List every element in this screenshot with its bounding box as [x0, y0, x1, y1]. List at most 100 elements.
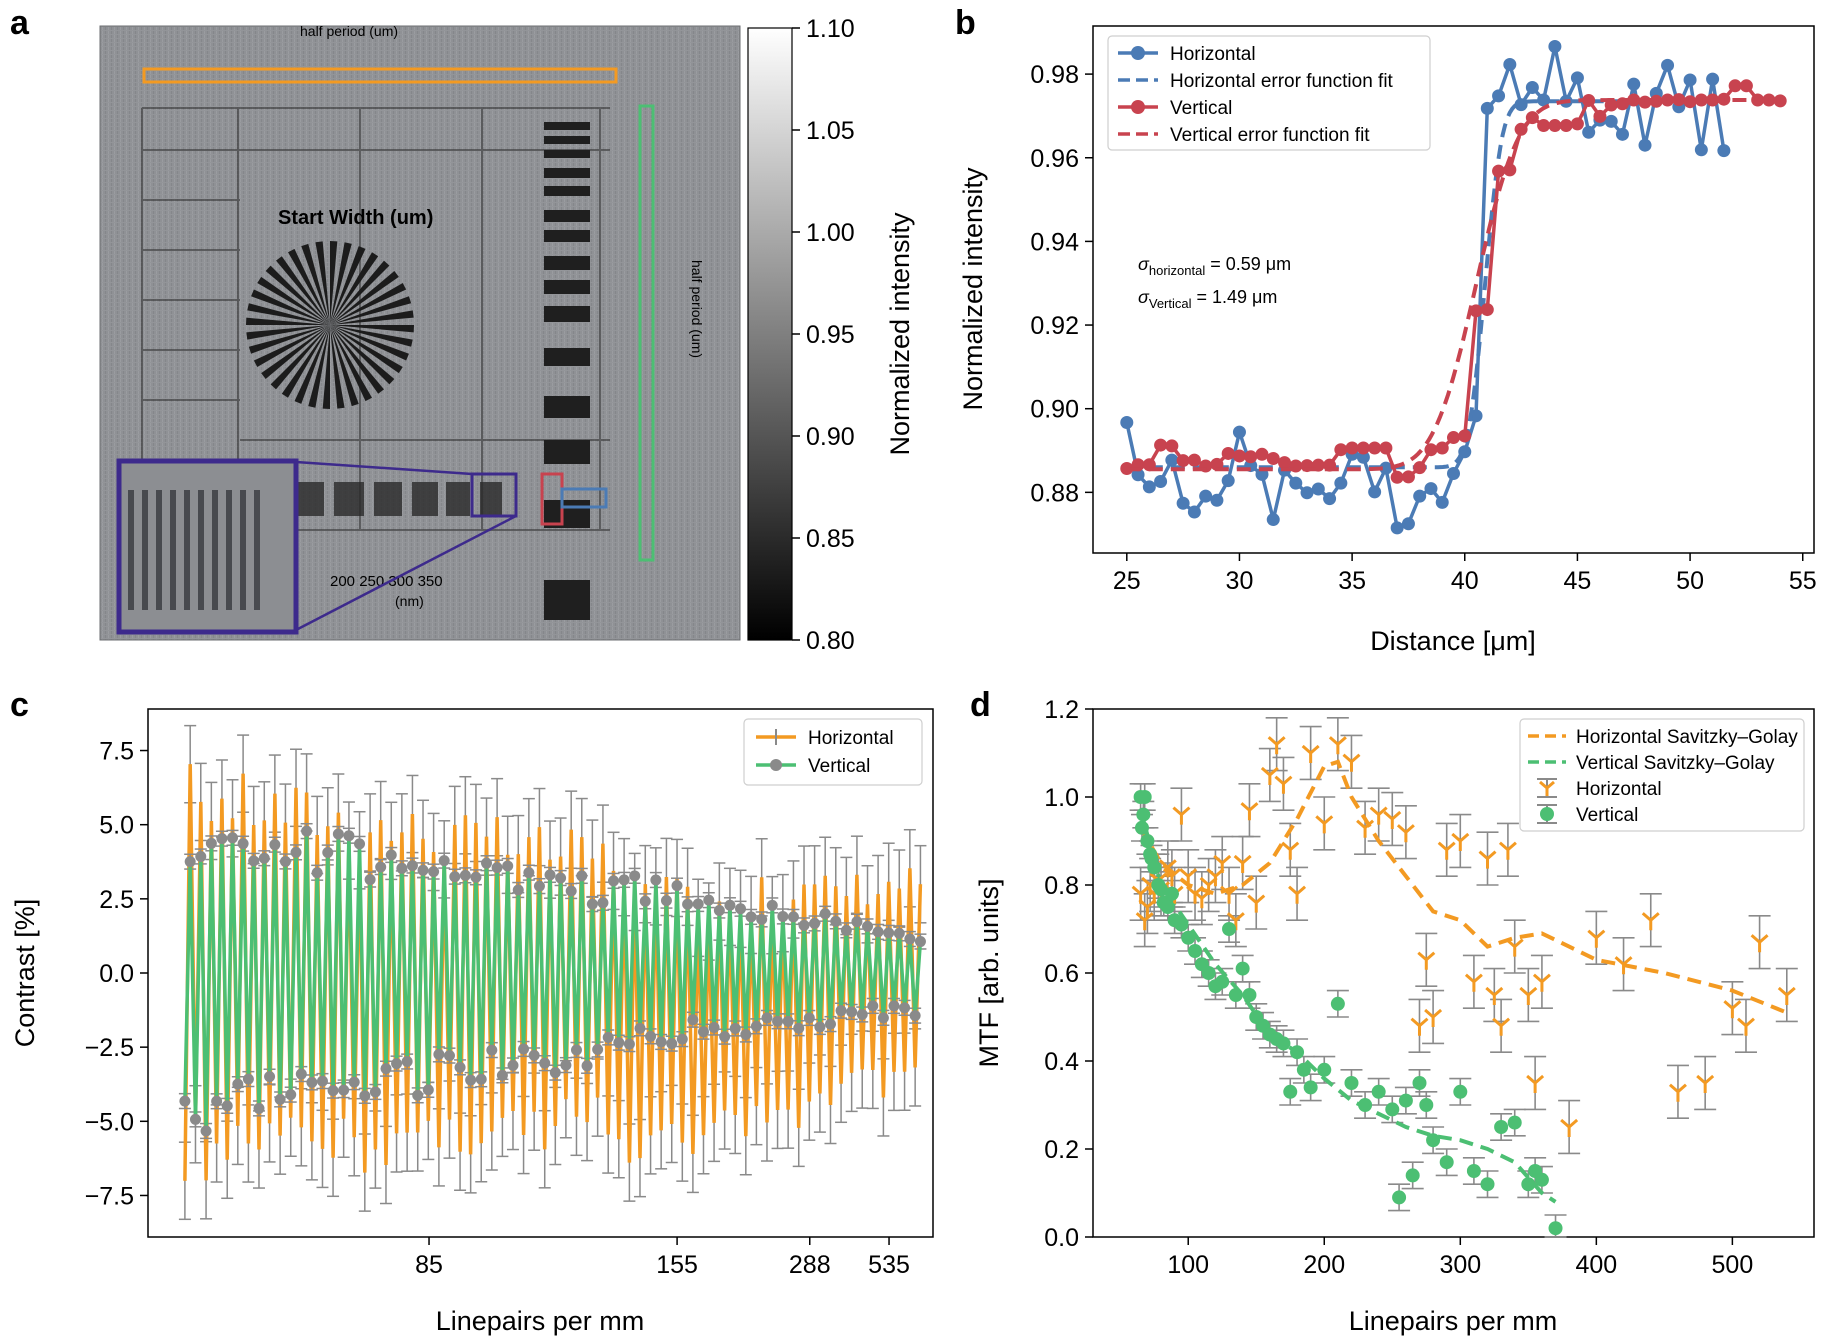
c-vertical-point — [528, 1049, 540, 1061]
star-spoke — [330, 283, 407, 325]
c-vertical-point — [332, 828, 344, 840]
c-vertical-point — [290, 846, 302, 858]
b-horizontal-point — [1142, 480, 1156, 494]
d-vertical-point — [1296, 1062, 1311, 1077]
c-ytick-label: −2.5 — [85, 1034, 134, 1062]
c-vertical-point — [227, 832, 239, 844]
b-horizontal-point — [1661, 58, 1675, 72]
c-vertical-point — [655, 1036, 667, 1048]
c-vertical-point — [772, 1015, 784, 1027]
c-vertical-point — [798, 919, 810, 931]
c-vertical-point — [396, 862, 408, 874]
c-vertical-point — [787, 911, 799, 923]
panel-c-xlabel: Linepairs per mm — [436, 1306, 645, 1336]
b-vertical-point — [1559, 119, 1573, 133]
image-top-scale: half period (um) — [300, 23, 398, 39]
d-vertical-point — [1134, 820, 1149, 835]
c-vertical-point — [899, 1002, 911, 1014]
c-vertical-point — [692, 898, 704, 910]
panel-label-c: c — [10, 686, 29, 724]
d-vertical-point — [1215, 974, 1230, 989]
d-vertical-point — [1466, 1164, 1481, 1178]
b-horizontal-point — [1424, 482, 1438, 496]
b-xtick-label: 45 — [1564, 567, 1592, 595]
d-horizontal-point — [1240, 802, 1259, 821]
c-vertical-point — [687, 1014, 699, 1026]
c-vertical-point — [888, 1000, 900, 1012]
legend-b-label-4: Vertical error function fit — [1170, 125, 1370, 146]
b-horizontal-point — [1232, 425, 1246, 439]
c-vertical-point — [470, 871, 482, 883]
c-vertical-point — [221, 1100, 233, 1112]
b-vertical-point — [1492, 164, 1506, 178]
star-spoke — [276, 256, 330, 325]
b-vertical-point — [1728, 79, 1742, 93]
d-horizontal-point — [1233, 854, 1252, 873]
b-horizontal-point — [1548, 39, 1562, 53]
panel-b-annotation-2: σVertical = 1.49 μm — [1138, 287, 1277, 311]
b-horizontal-point — [1627, 77, 1641, 91]
legend-d-label-3: Horizontal — [1576, 779, 1662, 800]
c-vertical-point — [835, 1005, 847, 1017]
c-vertical-point — [761, 1012, 773, 1024]
b-vertical-point — [1762, 93, 1776, 107]
panel-b-annotation-1: σhorizontal = 0.59 μm — [1138, 254, 1291, 278]
b-vertical-point — [1548, 119, 1562, 133]
d-ytick-label: 0.8 — [1044, 872, 1079, 900]
c-vertical-point — [491, 862, 503, 874]
d-horizontal-point — [1172, 806, 1191, 825]
panel-d-xlabel: Linepairs per mm — [1349, 1306, 1558, 1336]
c-xtick-label: 85 — [415, 1251, 443, 1279]
d-vertical-point — [1290, 1045, 1305, 1060]
d-horizontal-point — [1213, 854, 1232, 873]
c-vertical-point — [454, 1061, 466, 1073]
c-vertical-point — [481, 857, 493, 869]
star-spoke — [294, 325, 330, 404]
c-vertical-point — [264, 1071, 276, 1083]
c-vertical-point — [189, 1113, 201, 1125]
c-vertical-point — [581, 1060, 593, 1072]
c-vertical-point — [380, 1063, 392, 1075]
c-vertical-point — [629, 870, 641, 882]
c-vertical-point — [682, 898, 694, 910]
d-horizontal-point — [1492, 1017, 1511, 1036]
b-vertical-point — [1154, 438, 1168, 452]
c-vertical-point — [586, 898, 598, 910]
star-spoke — [281, 325, 330, 398]
c-vertical-point — [486, 1044, 498, 1056]
c-xtick-label: 155 — [656, 1251, 698, 1279]
b-ytick-label: 0.94 — [1030, 228, 1079, 256]
c-ytick-label: 7.5 — [99, 738, 134, 766]
d-vertical-point — [1358, 1098, 1373, 1112]
colorbar-gradient — [747, 27, 793, 641]
d-xtick-label: 100 — [1167, 1251, 1209, 1279]
c-vertical-point — [549, 1067, 561, 1079]
image-bottom-scale: 200 250 300 350 — [330, 573, 443, 590]
b-vertical-point — [1345, 441, 1359, 455]
d-horizontal-savgol — [1138, 759, 1788, 1015]
bar-pattern-column — [544, 122, 590, 620]
b-vertical-point — [1368, 441, 1382, 455]
c-vertical-point — [893, 927, 905, 939]
d-horizontal-point — [1437, 841, 1456, 860]
b-ytick-label: 0.92 — [1030, 312, 1079, 340]
d-horizontal-point — [1478, 850, 1497, 869]
c-vertical-point — [539, 1057, 551, 1069]
b-vertical-point — [1638, 95, 1652, 109]
c-vertical-point — [369, 1086, 381, 1098]
b-vertical-point — [1537, 119, 1551, 133]
c-vertical-point — [375, 861, 387, 873]
c-vertical-point — [608, 875, 620, 887]
d-ytick-label: 0.2 — [1044, 1136, 1079, 1164]
d-horizontal-point — [1162, 868, 1181, 887]
c-vertical-point — [576, 870, 588, 882]
b-xtick-label: 40 — [1451, 567, 1479, 595]
c-vertical-point — [840, 924, 852, 936]
annot-1-text: = 0.59 μm — [1205, 254, 1291, 274]
d-horizontal-point — [1315, 815, 1334, 834]
svg-text:σhorizontal = 0.59 μm: σhorizontal = 0.59 μm — [1138, 254, 1291, 278]
c-vertical-point — [269, 839, 281, 851]
d-horizontal-point — [1396, 824, 1415, 843]
c-vertical-point — [697, 1026, 709, 1038]
